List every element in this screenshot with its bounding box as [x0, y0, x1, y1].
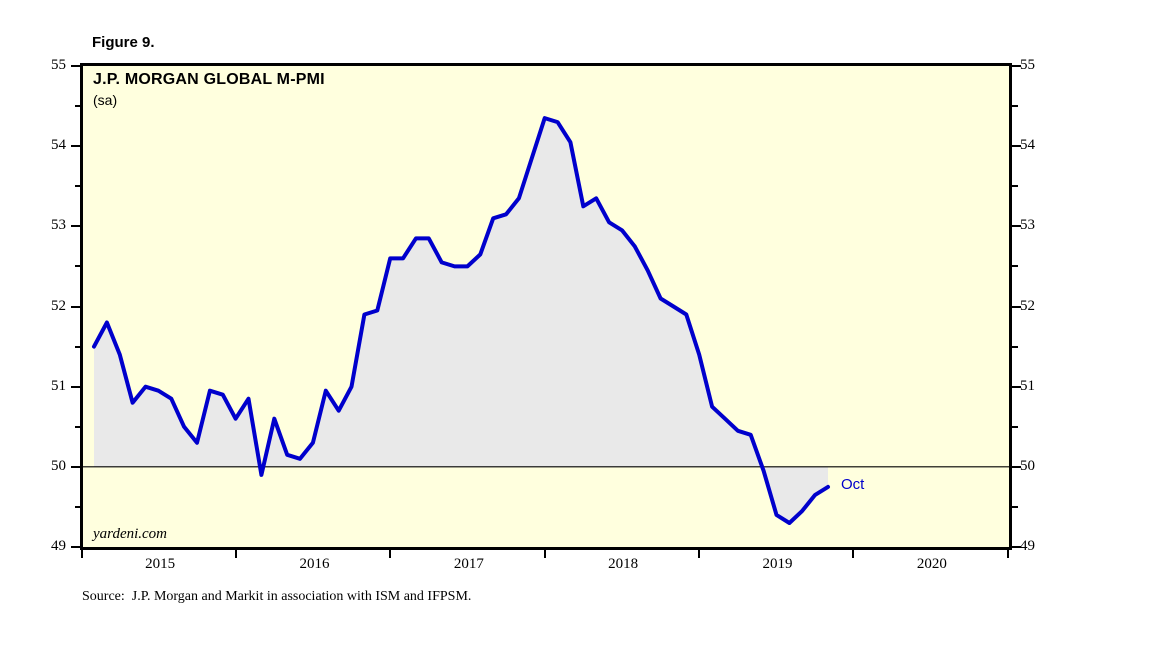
y-tick — [71, 385, 80, 388]
y-tick-label: 51 — [1020, 377, 1035, 394]
y-tick — [1012, 65, 1021, 67]
watermark-yardeni: yardeni.com — [93, 526, 168, 542]
figure-label: Figure 9. — [92, 34, 155, 51]
y-tick — [1012, 465, 1021, 468]
y-tick-label: 50 — [51, 457, 66, 474]
chart-subtitle: (sa) — [93, 92, 118, 108]
y-tick-label: 53 — [51, 217, 66, 234]
x-tick — [234, 550, 237, 558]
y-tick — [1012, 225, 1021, 228]
y-tick — [1012, 425, 1018, 428]
x-year-label: 2015 — [145, 556, 176, 572]
y-tick — [74, 345, 80, 348]
x-tick — [543, 550, 546, 558]
y-tick-label: 49 — [1020, 538, 1035, 554]
x-year-label: 2016 — [299, 556, 330, 572]
y-tick-label: 49 — [51, 538, 66, 554]
x-year-label: 2019 — [762, 556, 793, 572]
y-tick — [71, 546, 80, 548]
y-tick-label: 54 — [1020, 137, 1035, 154]
y-tick — [1012, 145, 1021, 148]
chart-title: J.P. MORGAN GLOBAL M-PMI — [93, 71, 325, 88]
x-tick — [80, 550, 83, 558]
y-tick-label: 51 — [51, 377, 66, 394]
plot-area — [83, 66, 1009, 547]
y-tick-label: 50 — [1020, 457, 1035, 474]
x-year-label: 2018 — [608, 556, 639, 572]
y-tick — [71, 65, 80, 67]
y-tick — [74, 425, 80, 428]
x-tick — [1006, 550, 1009, 558]
y-tick — [74, 105, 80, 108]
y-tick-label: 53 — [1020, 217, 1035, 234]
y-tick — [74, 505, 80, 508]
x-tick — [697, 550, 700, 558]
y-tick — [71, 305, 80, 308]
y-tick-label: 52 — [1020, 297, 1035, 314]
y-tick — [1012, 185, 1018, 188]
y-tick — [74, 265, 80, 268]
y-tick — [71, 225, 80, 228]
x-tick — [389, 550, 392, 558]
source-note: Source: J.P. Morgan and Markit in associ… — [82, 589, 472, 604]
x-year-label: 2017 — [453, 556, 484, 572]
pmi-area-fill — [94, 118, 828, 523]
x-tick — [852, 550, 855, 558]
y-tick — [71, 145, 80, 148]
y-tick — [71, 465, 80, 468]
y-tick — [1012, 305, 1021, 308]
x-year-label: 2020 — [916, 556, 947, 572]
last-point-annotation: Oct — [840, 475, 865, 493]
pmi-line — [92, 116, 830, 525]
y-tick-label: 54 — [51, 137, 66, 154]
y-tick — [1012, 345, 1018, 348]
y-tick-label: 55 — [51, 57, 66, 73]
y-tick — [74, 185, 80, 188]
y-tick — [1012, 546, 1021, 548]
y-tick — [1012, 265, 1018, 268]
pmi-chart-svg — [83, 116, 1009, 525]
y-tick-label: 52 — [51, 297, 66, 314]
y-tick-label: 55 — [1020, 57, 1035, 73]
y-tick — [1012, 385, 1021, 388]
y-tick — [1012, 105, 1018, 108]
y-tick — [1012, 505, 1018, 508]
